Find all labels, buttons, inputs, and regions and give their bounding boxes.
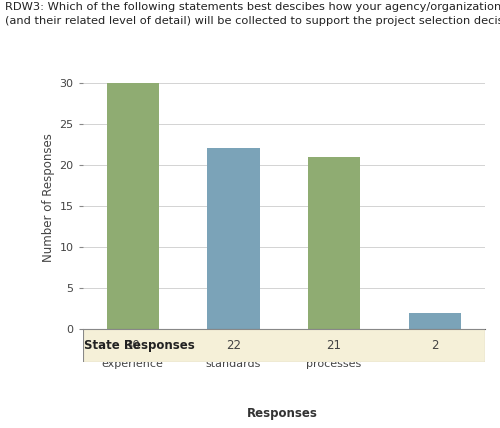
Bar — [82, 329, 485, 362]
Bar — [106, 83, 159, 329]
Text: 21: 21 — [326, 339, 342, 352]
Text: (and their related level of detail) will be collected to support the project sel: (and their related level of detail) will… — [5, 16, 500, 26]
Bar — [208, 149, 260, 329]
Text: 30: 30 — [126, 339, 140, 352]
Text: Responses: Responses — [247, 407, 318, 420]
Text: 2: 2 — [431, 339, 438, 352]
Y-axis label: Number of Responses: Number of Responses — [42, 133, 55, 262]
Text: 22: 22 — [226, 339, 241, 352]
Bar — [408, 312, 461, 329]
Text: RDW3: Which of the following statements best descibes how your agency/organizati: RDW3: Which of the following statements … — [5, 2, 500, 12]
Bar — [308, 157, 360, 329]
Text: State Responses: State Responses — [84, 339, 194, 352]
